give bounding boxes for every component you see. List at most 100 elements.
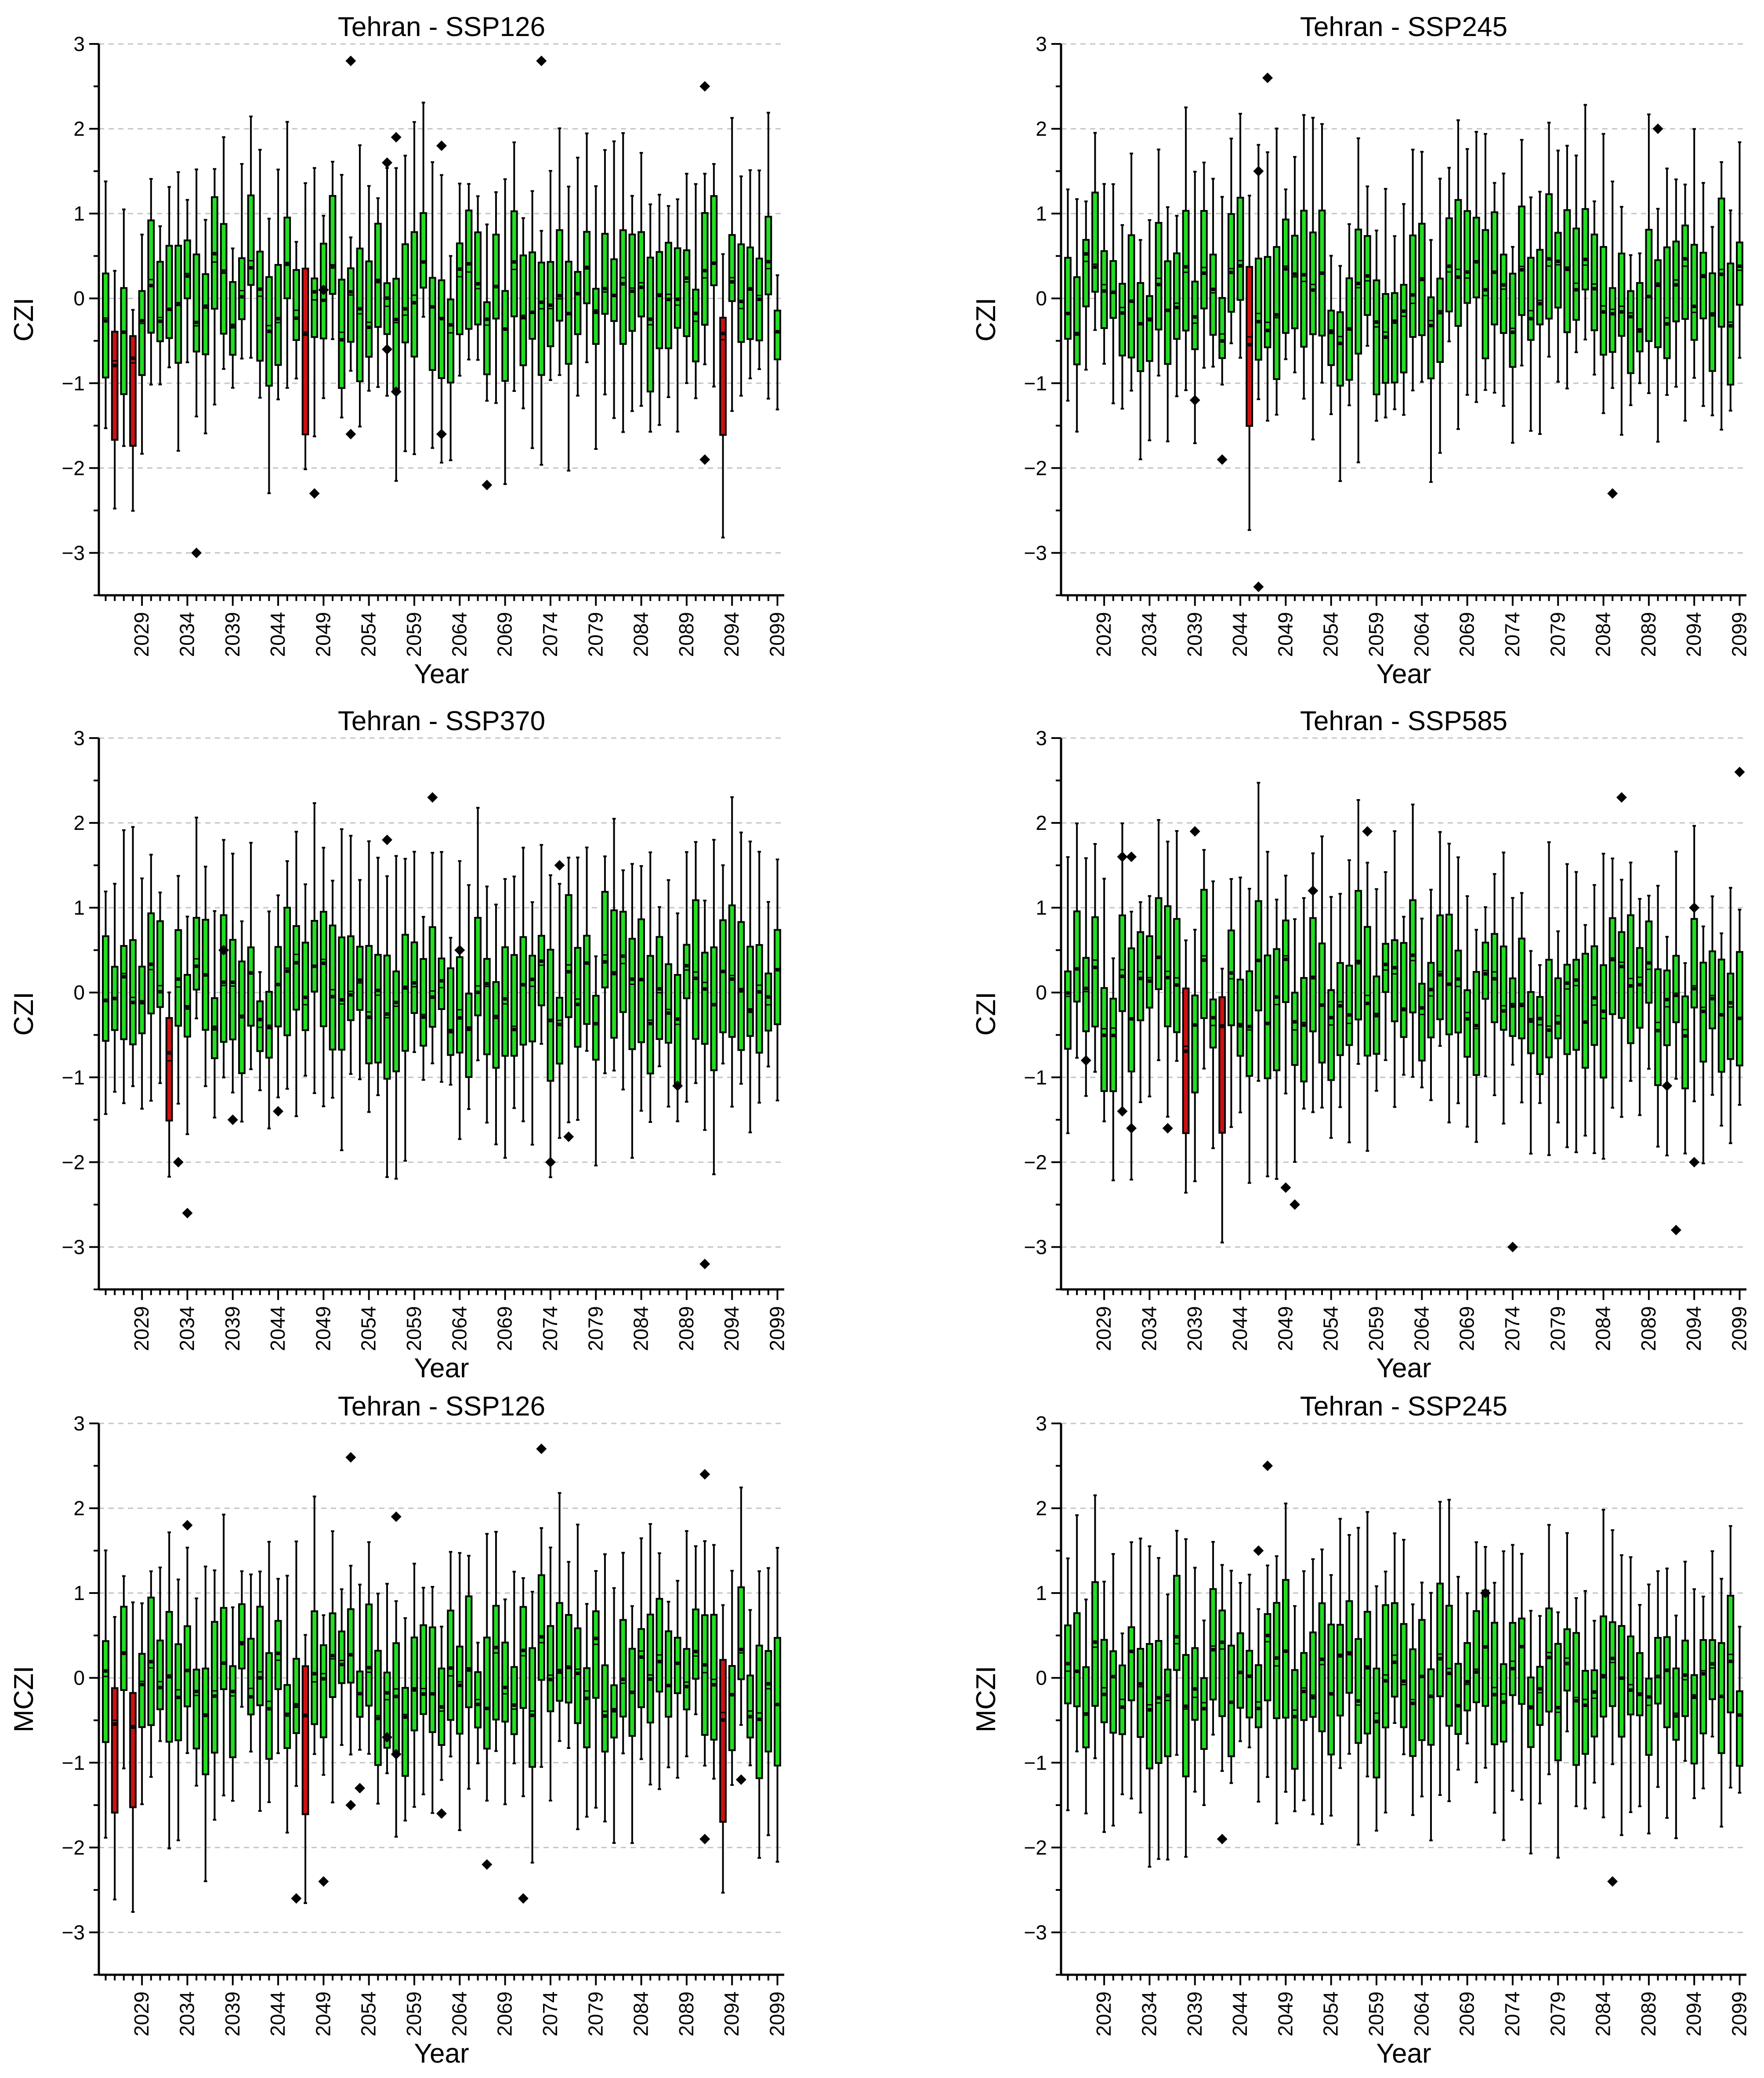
x-tick-label: 2064 [448,612,471,657]
outlier-point [291,1893,302,1904]
mean-marker [1565,1662,1569,1665]
box-2095 [737,1486,745,1726]
mean-marker [267,1025,271,1028]
outlier-point [1253,1545,1264,1556]
mean-marker [1266,329,1270,333]
box-2030 [1109,957,1117,1181]
chart-panel-ssp126-mczi: Tehran - SSP126 MCZI Year −3−2−101232029… [9,1391,789,2069]
box-2037 [1173,1530,1181,1756]
box-drought [301,268,309,435]
mean-marker [1665,998,1669,1002]
box-normal [1327,1623,1335,1756]
mean-marker [757,1717,761,1721]
box-2074 [1509,897,1517,1066]
box-normal [1472,1610,1480,1703]
box-normal [592,288,600,345]
mean-marker [1529,317,1533,321]
box-normal [1717,197,1725,328]
box-2057 [392,1600,400,1838]
mean-marker [1175,983,1179,987]
outlier-point [391,132,402,143]
mean-marker [394,318,398,322]
y-axis-label: CZI [971,298,1001,342]
mean-marker [476,282,480,286]
box-2091 [1663,936,1671,1157]
mean-marker [240,1015,244,1019]
x-tick-label: 2064 [1410,1991,1433,2036]
box-normal [492,1605,500,1721]
box-2064 [1418,1582,1426,1798]
mean-marker [1611,312,1615,316]
box-2046 [1254,782,1262,1082]
mean-marker [1302,1023,1306,1027]
mean-marker [685,276,688,280]
box-normal [247,194,255,286]
box-2072 [529,1591,536,1864]
box-2090 [692,841,699,1084]
box-normal [456,956,464,1054]
box-2094 [1690,825,1698,1102]
mean-marker [1338,341,1342,345]
box-2056 [383,875,391,1178]
box-2034 [1146,1545,1153,1868]
mean-marker [630,290,634,293]
box-normal [737,1586,745,1680]
box-normal [1436,914,1444,1021]
box-2085 [1608,180,1616,389]
mean-marker [458,1683,462,1687]
mean-marker [158,319,162,323]
box-2063 [1409,1603,1417,1816]
mean-marker [694,976,698,980]
y-tick-label: 2 [73,811,85,834]
x-tick-label: 2094 [1682,612,1705,657]
mean-marker [431,1692,435,1696]
outlier-point [1217,454,1228,465]
outlier-point [273,1106,284,1117]
box-2061 [428,1586,436,1814]
mean-marker [140,1683,144,1687]
outlier-point [382,834,393,845]
x-tick-label: 2039 [1183,1991,1206,2036]
box-normal [338,1630,346,1684]
mean-marker [413,1688,417,1692]
box-normal [601,1664,609,1753]
mean-marker [1656,1674,1660,1678]
box-2040 [1200,1619,1208,1806]
outlier-point [391,1511,402,1522]
box-2051 [1300,114,1308,400]
outlier-point [1189,395,1200,405]
box-2033 [1137,239,1145,460]
box-normal [1064,970,1072,1050]
box-2025 [1064,1557,1072,1811]
mean-marker [567,311,571,315]
mean-marker [331,995,335,999]
box-normal [383,282,391,335]
mean-marker [1728,324,1732,328]
box-normal [1091,1581,1099,1707]
box-normal [1636,282,1644,352]
mean-marker [521,983,525,987]
box-normal [1581,208,1589,290]
box-normal [247,946,255,1027]
mean-marker [249,266,253,270]
mean-marker [1202,271,1206,275]
box-2089 [1645,894,1653,1070]
x-tick-label: 2089 [675,1306,698,1351]
mean-marker [1447,982,1451,986]
box-normal [610,258,618,322]
box-normal [1127,947,1135,1072]
outlier-point [1652,123,1663,134]
mean-marker [1066,1662,1070,1665]
mean-marker [1420,1675,1424,1679]
box-normal [1300,210,1308,348]
x-axis-label: Year [414,2038,469,2069]
box-normal [1590,1669,1598,1738]
box-normal [1509,272,1517,368]
mean-marker [294,316,298,320]
mean-marker [1738,264,1742,268]
mean-marker [403,1715,407,1719]
mean-marker [149,962,153,966]
outlier-point [436,140,447,151]
mean-marker [585,1696,589,1700]
box-2094 [728,1570,736,1786]
